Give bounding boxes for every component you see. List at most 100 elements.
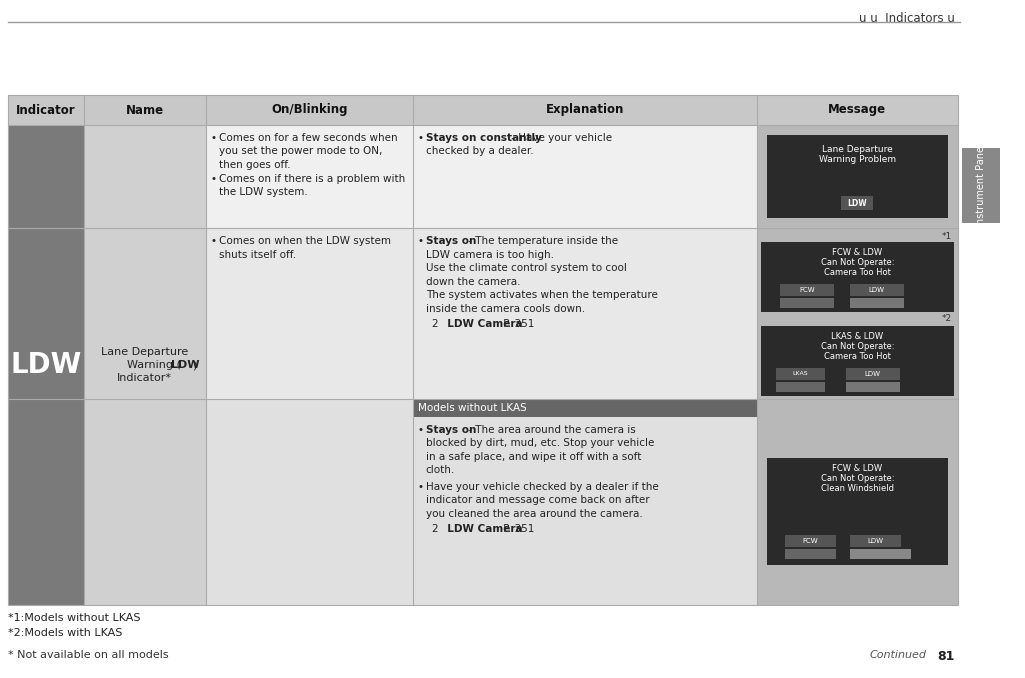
Bar [767,135,948,218]
Text: Warning (: Warning ( [127,360,180,370]
Text: LDW: LDW [865,371,880,377]
Bar [767,458,948,565]
Text: *1:Models without LKAS: *1:Models without LKAS [8,613,140,623]
Bar [8,95,958,605]
Text: Lane Departure: Lane Departure [101,347,189,357]
Text: On/Blinking: On/Blinking [271,104,347,117]
Bar [776,368,825,380]
Text: you cleaned the area around the camera.: you cleaned the area around the camera. [425,508,643,519]
Text: 81: 81 [938,650,955,663]
Text: Can Not Operate:: Can Not Operate: [821,258,894,267]
Bar [785,536,835,547]
Text: LDW: LDW [848,199,867,207]
Bar [413,399,756,416]
Text: Lane Departure: Lane Departure [822,145,893,154]
Text: *2: *2 [942,314,952,323]
Text: •: • [210,133,216,143]
Text: Indicator: Indicator [16,104,76,117]
Bar [206,399,413,605]
Text: Stays on constantly: Stays on constantly [425,133,541,143]
Text: •: • [418,481,423,492]
Bar [413,228,756,399]
Text: •: • [418,236,423,246]
Text: - The area around the camera is: - The area around the camera is [464,424,636,435]
Text: LDW Camera: LDW Camera [440,319,523,330]
Text: down the camera.: down the camera. [425,277,521,287]
Text: •: • [210,174,216,184]
Text: Continued: Continued [870,650,927,660]
Bar [962,148,1000,223]
Text: Clean Windshield: Clean Windshield [821,484,894,493]
Text: the LDW system.: the LDW system. [218,187,308,197]
Text: Stays on: Stays on [425,236,476,246]
Text: *2:Models with LKAS: *2:Models with LKAS [8,628,122,638]
Text: Can Not Operate:: Can Not Operate: [821,474,894,483]
Bar [84,125,206,605]
Text: Instrument Panel: Instrument Panel [976,144,986,227]
Bar [846,382,900,392]
Text: Warning Problem: Warning Problem [819,155,896,164]
Text: •: • [418,424,423,435]
Text: - The temperature inside the: - The temperature inside the [464,236,618,246]
Bar [850,284,904,296]
Text: Camera Too Hot: Camera Too Hot [824,268,891,277]
Text: 2: 2 [432,524,439,534]
Bar [413,95,756,125]
Text: LDW: LDW [867,538,884,544]
Text: Message: Message [828,104,887,117]
Bar [850,536,901,547]
Bar [842,196,873,210]
Text: u u  Indicators u: u u Indicators u [859,12,955,25]
Text: - Have your vehicle: - Have your vehicle [507,133,612,143]
Text: The system activates when the temperature: The system activates when the temperatur… [425,290,658,300]
Bar [206,125,413,228]
Text: Use the climate control system to cool: Use the climate control system to cool [425,263,626,273]
Bar [850,298,904,308]
Bar [761,242,954,312]
Text: checked by a dealer.: checked by a dealer. [425,146,533,157]
Text: P. 351: P. 351 [500,319,534,330]
Text: Name: Name [126,104,164,117]
Text: you set the power mode to ON,: you set the power mode to ON, [218,146,382,157]
Text: LKAS & LDW: LKAS & LDW [831,332,884,341]
Bar [756,228,958,399]
Bar [785,549,835,559]
Text: LDW Camera: LDW Camera [440,524,523,534]
Text: * Not available on all models: * Not available on all models [8,650,169,660]
Text: FCW: FCW [800,287,815,293]
Text: FCW: FCW [803,538,818,544]
Text: LDW camera is too high.: LDW camera is too high. [425,250,554,260]
Bar [756,95,958,125]
Text: Comes on if there is a problem with: Comes on if there is a problem with [218,174,405,184]
Text: •: • [418,133,423,143]
Text: blocked by dirt, mud, etc. Stop your vehicle: blocked by dirt, mud, etc. Stop your veh… [425,438,654,448]
Text: Comes on for a few seconds when: Comes on for a few seconds when [218,133,398,143]
Text: Can Not Operate:: Can Not Operate: [821,342,894,351]
Bar [413,125,756,228]
Bar [780,298,834,308]
Text: LKAS: LKAS [792,372,809,376]
Text: then goes off.: then goes off. [218,160,290,170]
Bar [756,125,958,228]
Bar [8,125,84,605]
Text: FCW & LDW: FCW & LDW [832,464,883,473]
Text: inside the camera cools down.: inside the camera cools down. [425,304,585,314]
Text: Comes on when the LDW system: Comes on when the LDW system [218,236,391,246]
Text: indicator and message come back on after: indicator and message come back on after [425,495,649,505]
Bar [206,95,413,125]
Text: in a safe place, and wipe it off with a soft: in a safe place, and wipe it off with a … [425,452,641,462]
Text: FCW & LDW: FCW & LDW [832,248,883,257]
Text: Indicator*: Indicator* [117,373,172,383]
Text: LDW: LDW [10,351,82,379]
Bar [413,399,756,605]
Bar [846,368,900,380]
Bar [761,326,954,396]
Bar [776,382,825,392]
Bar [850,549,911,559]
Text: LDW: LDW [171,360,199,370]
Text: cloth.: cloth. [425,465,455,475]
Bar [206,228,413,399]
Text: Stays on: Stays on [425,424,476,435]
Text: Camera Too Hot: Camera Too Hot [824,352,891,361]
Text: ): ) [192,360,196,370]
